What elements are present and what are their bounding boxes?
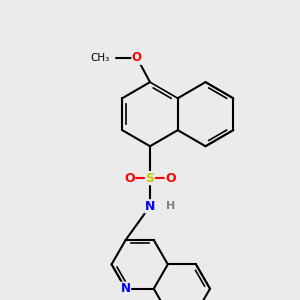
Text: H: H <box>166 201 175 211</box>
Text: O: O <box>132 51 142 64</box>
Text: N: N <box>121 282 130 295</box>
Text: N: N <box>145 200 155 213</box>
Text: O: O <box>165 172 176 184</box>
Text: O: O <box>124 172 135 184</box>
Text: S: S <box>146 172 154 184</box>
Text: CH₃: CH₃ <box>90 53 110 63</box>
